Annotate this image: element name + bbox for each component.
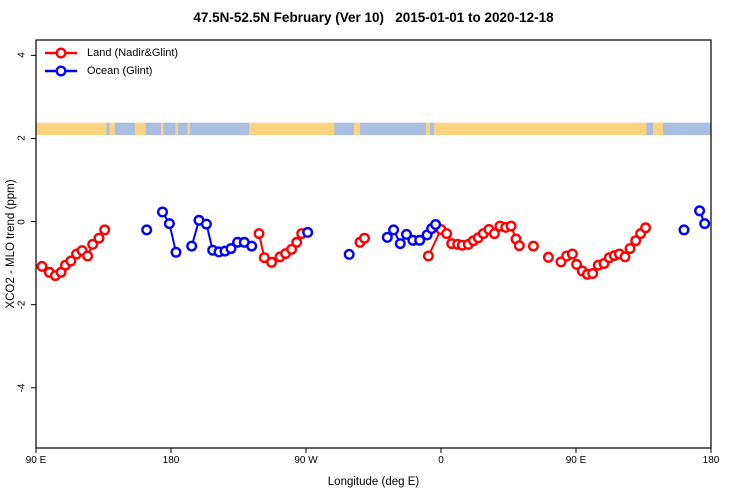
legend-point-sample <box>55 47 67 59</box>
data-point <box>170 246 182 258</box>
legend-point-sample <box>55 65 67 77</box>
land-ocean-band-segment-ocean <box>145 122 162 136</box>
data-point <box>291 236 303 248</box>
x-tick-label: 180 <box>702 455 720 466</box>
data-point <box>505 220 517 232</box>
data-point <box>82 250 94 262</box>
data-point <box>566 248 578 260</box>
land-ocean-band-segment-land <box>135 122 146 136</box>
data-point <box>694 205 706 217</box>
data-point <box>388 224 400 236</box>
data-point <box>488 228 500 240</box>
data-point <box>513 240 525 252</box>
data-point <box>571 258 583 270</box>
land-ocean-band-segment-ocean <box>177 122 188 136</box>
data-point <box>302 226 314 238</box>
x-tick-label: 90 E <box>25 455 47 466</box>
data-point <box>630 235 642 247</box>
data-point <box>65 255 77 267</box>
chart-title: 47.5N-52.5N February (Ver 10) 2015-01-01… <box>193 10 554 25</box>
data-point <box>527 240 539 252</box>
land-ocean-band-segment-ocean <box>189 122 249 136</box>
land-ocean-band-segment-land <box>36 122 107 136</box>
data-point <box>394 238 406 250</box>
land-ocean-band-segment-land <box>109 122 115 136</box>
land-ocean-band-segment-land <box>434 122 647 136</box>
data-point <box>99 224 111 236</box>
data-point <box>87 238 99 250</box>
data-point <box>266 256 278 268</box>
x-tick-label: 0 <box>438 455 444 466</box>
data-point <box>619 251 631 263</box>
land-ocean-band-segment-land <box>354 122 360 136</box>
x-axis-label: Longitude (deg E) <box>327 476 420 488</box>
y-axis-label: XCO2 - MLO trend (ppm) <box>5 179 17 309</box>
data-point <box>422 250 434 262</box>
data-point <box>163 218 175 230</box>
series-line <box>161 211 177 253</box>
y-tick-label: 4 <box>16 52 28 59</box>
data-point <box>624 243 636 255</box>
data-point <box>343 248 355 260</box>
data-point <box>36 260 48 272</box>
data-point <box>430 218 442 230</box>
x-tick-label: 90 E <box>565 455 587 466</box>
legend-label: Land (Nadir&Glint) <box>87 47 179 59</box>
data-point <box>587 268 599 280</box>
data-point <box>359 232 371 244</box>
land-ocean-band-segment-ocean <box>429 122 435 136</box>
data-point <box>141 224 153 236</box>
data-point <box>381 231 393 243</box>
y-tick-label: -2 <box>16 300 28 310</box>
land-ocean-band-segment-land <box>175 122 178 136</box>
land-ocean-band-segment-ocean <box>663 122 711 136</box>
land-ocean-band-segment-land <box>249 122 335 136</box>
land-ocean-band-segment-ocean <box>334 122 354 136</box>
land-ocean-band-segment-land <box>187 122 190 136</box>
data-point <box>699 218 711 230</box>
data-point <box>414 234 426 246</box>
land-ocean-band-segment-land <box>426 122 430 136</box>
land-ocean-band-segment-ocean <box>163 122 176 136</box>
y-tick-label: -4 <box>16 383 28 393</box>
data-point <box>156 206 168 218</box>
data-point <box>253 228 265 240</box>
data-point <box>640 222 652 234</box>
data-point <box>678 224 690 236</box>
land-ocean-band-segment-land <box>653 122 663 136</box>
land-ocean-band-segment-ocean <box>646 122 654 136</box>
y-tick-label: 2 <box>16 135 28 142</box>
plot-border <box>35 39 712 449</box>
data-point <box>200 218 212 230</box>
data-point <box>441 228 453 240</box>
legend-label: Ocean (Glint) <box>87 65 153 77</box>
land-ocean-band-segment-land <box>161 122 164 136</box>
data-point <box>225 243 237 255</box>
data-point <box>286 243 298 255</box>
land-ocean-band-segment-ocean <box>360 122 426 136</box>
data-point <box>93 232 105 244</box>
data-point <box>542 251 554 263</box>
land-ocean-band-segment-ocean <box>106 122 110 136</box>
data-point <box>401 228 413 240</box>
y-tick-label: 0 <box>16 218 28 225</box>
data-point <box>246 240 258 252</box>
land-ocean-band-segment-ocean <box>114 122 135 136</box>
x-tick-label: 90 W <box>294 455 318 466</box>
x-tick-label: 180 <box>162 455 180 466</box>
data-point <box>186 240 198 252</box>
